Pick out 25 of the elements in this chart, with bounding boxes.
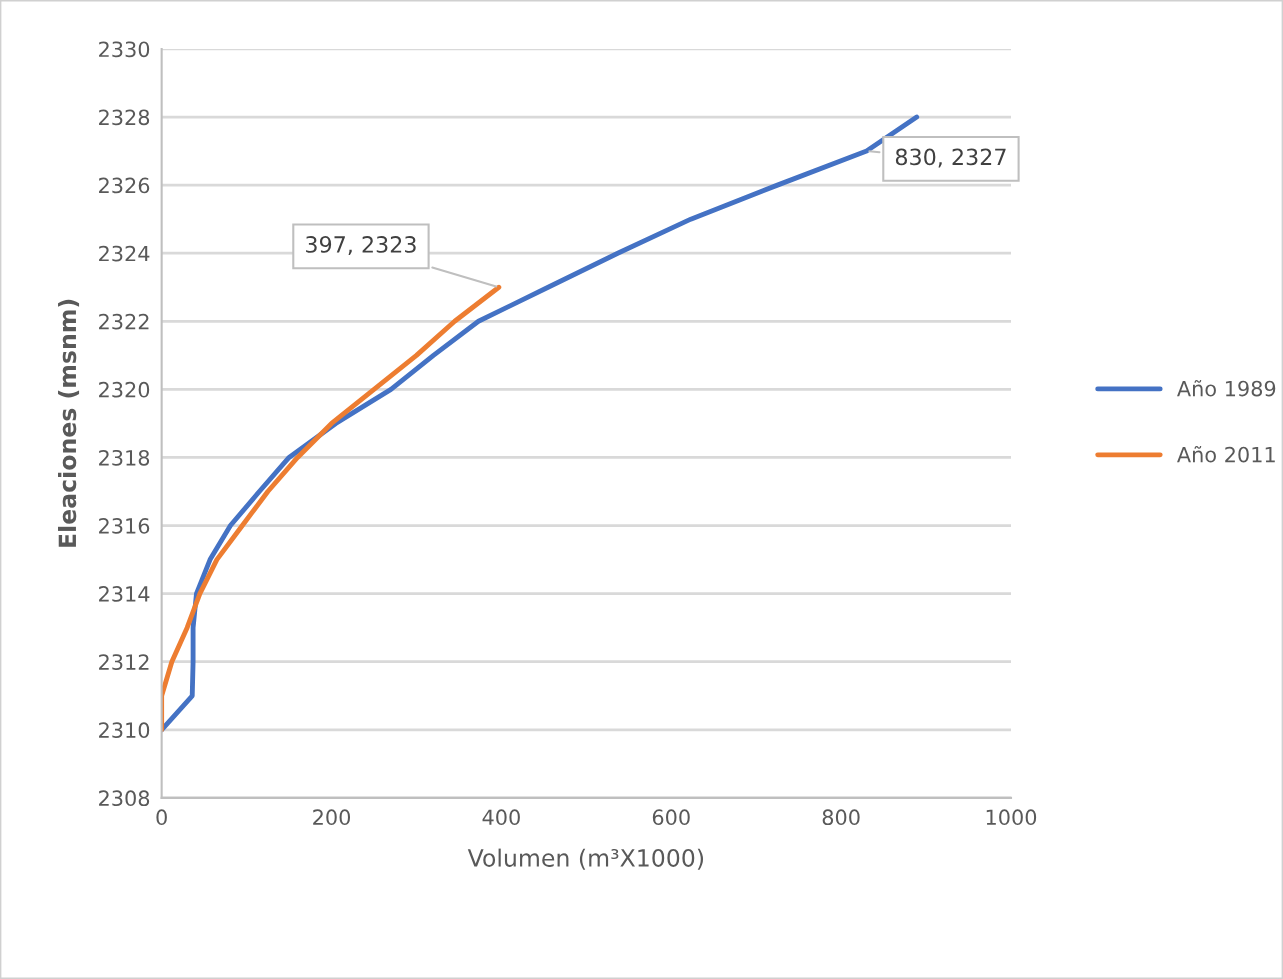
x-tick-label: 800 — [822, 809, 860, 826]
y-tick-label: 2326 — [99, 177, 150, 194]
x-tick-label: 1000 — [986, 809, 1037, 826]
line-series — [161, 284, 502, 733]
x-axis-title: Volumen (m³X1000) — [467, 848, 704, 870]
x-tick-label: 200 — [313, 809, 351, 826]
legend-label: Año 2011 — [1177, 445, 1275, 463]
y-tick-label: 2324 — [99, 245, 150, 262]
x-tick-label: 600 — [652, 809, 690, 826]
annotation: 830, 2327 — [895, 148, 1006, 168]
y-tick-label: 2314 — [99, 586, 150, 602]
y-tick-label: 2328 — [99, 109, 150, 126]
annotation: 397, 2323 — [306, 236, 416, 256]
y-tick-label: 2320 — [99, 381, 150, 398]
x-tick-label: 0 — [156, 809, 167, 826]
y-tick-label: 2316 — [99, 518, 150, 534]
y-tick-label: 2308 — [99, 790, 150, 807]
y-tick-label: 2312 — [99, 654, 149, 670]
y-tick-label: 2318 — [99, 449, 150, 466]
y-axis-title: Eleaciones (msnm) — [58, 299, 80, 547]
y-tick-label: 2330 — [99, 41, 150, 58]
x-tick-label: 400 — [482, 809, 520, 826]
y-tick-label: 2322 — [99, 313, 149, 330]
y-tick-label: 2310 — [99, 722, 150, 739]
legend-label: Año 1989 — [1177, 379, 1276, 397]
